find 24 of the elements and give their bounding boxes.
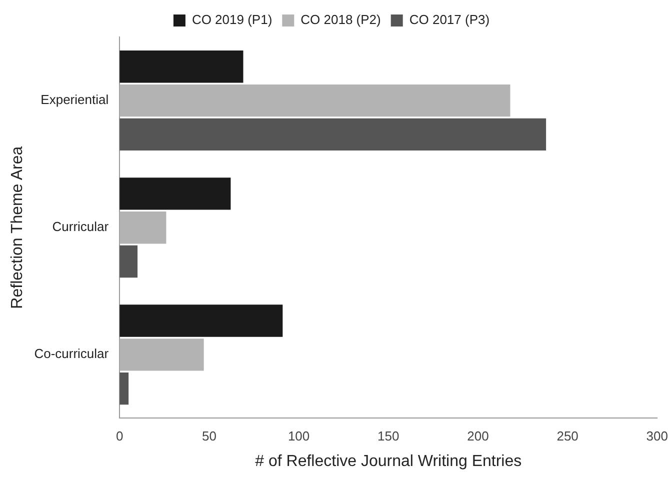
x-tick-label: 250: [556, 428, 578, 444]
bar: [120, 84, 510, 117]
bar: [120, 50, 244, 83]
x-tick-label: 0: [116, 428, 124, 444]
bar: [120, 304, 283, 337]
bar: [120, 372, 129, 405]
bar: [120, 212, 166, 244]
legend-label: CO 2018 (P2): [300, 12, 381, 28]
bar: [120, 118, 546, 151]
x-tick-label: 200: [467, 428, 489, 444]
y-tick-label: Curricular: [52, 219, 110, 234]
bar: [120, 178, 231, 210]
bar: [120, 245, 138, 278]
y-tick-label: Experiential: [40, 92, 109, 108]
y-tick-label: Co-curricular: [34, 346, 110, 362]
x-tick-label: 100: [288, 428, 310, 444]
bar: [120, 338, 204, 371]
legend-label: CO 2017 (P3): [409, 12, 490, 28]
x-tick-label: 150: [378, 428, 400, 444]
x-axis-title: # of Reflective Journal Writing Entries: [255, 452, 522, 470]
legend-label: CO 2019 (P1): [192, 12, 272, 28]
x-tick-label: 300: [646, 428, 668, 444]
x-tick-label: 50: [202, 428, 216, 444]
y-axis-title: Reflection Theme Area: [9, 146, 26, 309]
